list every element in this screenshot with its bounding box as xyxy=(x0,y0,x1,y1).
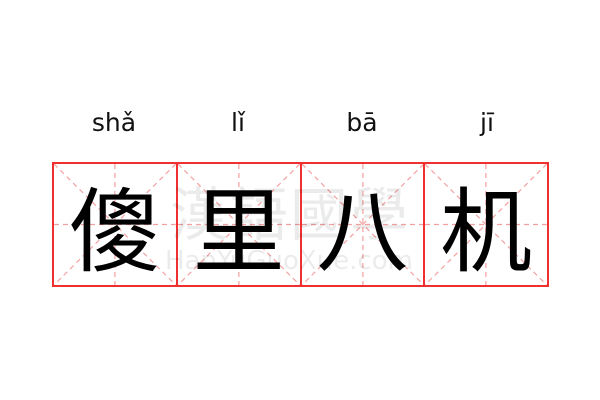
pinyin-3: jī xyxy=(480,108,494,137)
guide-lines xyxy=(178,164,300,285)
grid-cell: 里 xyxy=(178,164,302,286)
pinyin-2: bā xyxy=(346,108,378,137)
guide-lines xyxy=(54,164,176,285)
guide-lines xyxy=(425,164,547,285)
character: 机 xyxy=(440,179,533,286)
character: 里 xyxy=(192,179,285,286)
grid-cell: 机 xyxy=(425,164,547,286)
guide-lines xyxy=(302,164,424,285)
grid-cell: 傻 xyxy=(54,164,178,286)
character: 傻 xyxy=(68,179,161,286)
grid-cell: 八 xyxy=(302,164,426,286)
character: 八 xyxy=(316,179,409,286)
pinyin-0: shǎ xyxy=(91,108,137,137)
character-grid: 傻 里 八 机 xyxy=(52,162,549,287)
watermark-logo: 漢語國學 xyxy=(170,181,411,249)
watermark-site: HanYuGuoXue.com xyxy=(165,246,413,276)
pinyin-1: lǐ xyxy=(231,108,245,137)
